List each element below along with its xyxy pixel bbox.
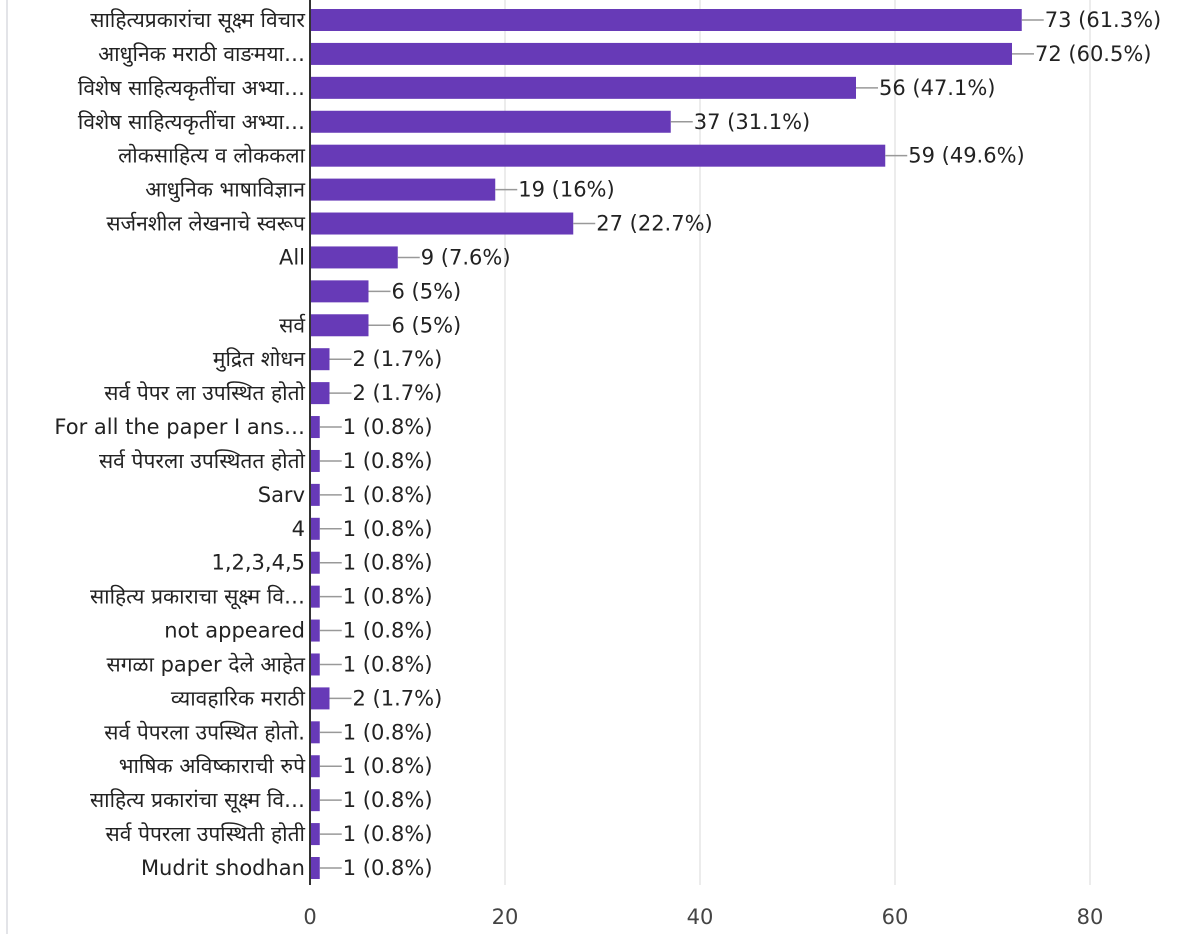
bar	[310, 483, 320, 506]
bar	[310, 382, 330, 405]
value-label: 1 (0.8%)	[343, 585, 433, 609]
bar	[310, 212, 574, 235]
y-tick-label: सर्जनशील लेखनाचे स्वरूप	[106, 212, 306, 236]
bar	[310, 653, 320, 676]
x-tick-label: 80	[1077, 905, 1104, 929]
value-label: 1 (0.8%)	[343, 822, 433, 846]
y-tick-label: For all the paper I ans…	[54, 415, 305, 439]
y-tick-label: विशेष साहित्यकृतींचा अभ्या…	[78, 110, 305, 135]
y-tick-label: सर्व पेपरला उपस्थिती होती	[106, 822, 306, 846]
bar	[310, 348, 330, 371]
value-label: 1 (0.8%)	[343, 720, 433, 744]
value-label: 1 (0.8%)	[343, 551, 433, 575]
bar	[310, 280, 369, 303]
value-label: 72 (60.5%)	[1035, 42, 1152, 66]
y-tick-label: व्यावहारिक मराठी	[171, 686, 306, 710]
x-tick-label: 40	[687, 905, 714, 929]
value-label: 2 (1.7%)	[353, 347, 443, 371]
bar	[310, 449, 320, 472]
value-label: 19 (16%)	[518, 178, 614, 202]
value-label: 2 (1.7%)	[353, 381, 443, 405]
bar	[310, 9, 1022, 31]
bar	[310, 144, 886, 167]
bar	[310, 585, 320, 608]
x-tick-label: 0	[303, 905, 316, 929]
y-tick-label: साहित्य प्रकारांचा सूक्ष्म वि…	[90, 788, 305, 813]
y-tick-label: आधुनिक भाषाविज्ञान	[145, 178, 305, 203]
x-tick-label: 60	[882, 905, 909, 929]
value-label: 73 (61.3%)	[1045, 8, 1162, 32]
value-label: 1 (0.8%)	[343, 754, 433, 778]
y-tick-label: सर्व पेपरला उपस्थित होतो.	[104, 720, 305, 744]
bar	[310, 857, 320, 879]
y-tick-label: साहित्यप्रकारांचा सूक्ष्म विचार	[90, 8, 305, 33]
bar	[310, 416, 320, 439]
y-tick-label: सर्व	[279, 313, 306, 337]
bar	[310, 687, 330, 710]
value-label: 1 (0.8%)	[343, 517, 433, 541]
y-tick-label: भाषिक अविष्काराची रुपे	[119, 754, 306, 778]
bar	[310, 789, 320, 812]
y-tick-label: सगळा paper देले आहेत	[107, 652, 307, 676]
bar	[310, 246, 398, 269]
y-tick-label: Mudrit shodhan	[141, 856, 305, 880]
x-tick-label: 20	[492, 905, 519, 929]
y-tick-label: 4	[292, 517, 305, 541]
value-label: 37 (31.1%)	[694, 110, 811, 134]
bar	[310, 721, 320, 744]
value-label: 1 (0.8%)	[343, 788, 433, 812]
y-tick-label: साहित्य प्रकाराचा सूक्ष्म वि…	[90, 585, 305, 610]
marks: साहित्यप्रकारांचा सूक्ष्म विचार 73 (61.3%…	[54, 0, 1161, 885]
value-label: 56 (47.1%)	[879, 76, 996, 100]
value-label: 9 (7.6%)	[421, 245, 511, 269]
y-tick-label: लोकसाहित्य व लोककला	[118, 144, 305, 168]
bar	[310, 76, 856, 99]
bar	[310, 314, 369, 337]
value-label: 59 (49.6%)	[908, 144, 1025, 168]
value-label: 1 (0.8%)	[343, 619, 433, 643]
bar	[310, 42, 1012, 65]
value-label: 1 (0.8%)	[343, 652, 433, 676]
value-label: 6 (5%)	[392, 279, 462, 303]
value-label: 2 (1.7%)	[353, 686, 443, 710]
y-tick-label: आधुनिक मराठी वाङमया…	[98, 42, 305, 67]
value-label: 1 (0.8%)	[343, 856, 433, 880]
y-tick-label: विशेष साहित्यकृतींचा अभ्या…	[78, 76, 305, 101]
bar	[310, 755, 320, 778]
grid: 0 20 40 60 80	[303, 0, 1103, 929]
bar	[310, 517, 320, 540]
y-tick-label: सर्व पेपर ला उपस्थित होतो	[104, 381, 305, 405]
bar	[310, 110, 671, 133]
y-tick-label: सर्व पेपरला उपस्थितत होतो	[99, 449, 306, 473]
value-label: 1 (0.8%)	[343, 449, 433, 473]
bar	[310, 823, 320, 846]
y-tick-label: Sarv	[258, 483, 305, 507]
bar	[310, 619, 320, 642]
y-tick-label: 1,2,3,4,5	[211, 551, 305, 575]
y-tick-label: not appeared	[164, 619, 305, 643]
y-tick-label: मुद्रित शोधन	[213, 347, 305, 372]
value-label: 1 (0.8%)	[343, 415, 433, 439]
value-label: 27 (22.7%)	[596, 212, 713, 236]
value-label: 6 (5%)	[392, 313, 462, 337]
bar	[310, 551, 320, 574]
y-tick-label: All	[279, 245, 305, 269]
bar	[310, 178, 496, 201]
value-label: 1 (0.8%)	[343, 483, 433, 507]
